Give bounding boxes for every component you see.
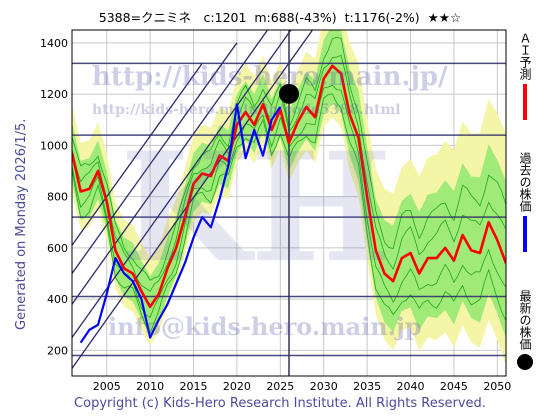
legend-label-past-price: 過去の株価 xyxy=(518,152,532,212)
legend-label-prediction: ＡＩ予測 xyxy=(518,32,532,80)
copyright-text: Copyright (c) Kids-Hero Research Institu… xyxy=(74,396,486,411)
y-tick-label: 200 xyxy=(47,344,68,357)
legend-item-past-price: 過去の株価 xyxy=(512,152,538,252)
watermark-url-main: http://kids-hero.main.jp/ xyxy=(92,62,448,92)
y-tick-label: 1200 xyxy=(40,88,68,101)
x-tick-label: 2035 xyxy=(353,380,381,393)
x-tick-label: 2045 xyxy=(440,380,468,393)
legend-item-prediction: ＡＩ予測 xyxy=(512,32,538,120)
plot-frame xyxy=(71,29,507,377)
legend-item-latest-price: 最新の株価 xyxy=(512,290,538,370)
x-tick-label: 2050 xyxy=(483,380,511,393)
y-tick-label: 1000 xyxy=(40,139,68,152)
x-tick-label: 2010 xyxy=(136,380,164,393)
legend-swatch-past-price xyxy=(523,216,527,252)
y-tick-label: 400 xyxy=(47,293,68,306)
prediction-line xyxy=(72,64,506,309)
y-tick-label: 800 xyxy=(47,191,68,204)
chart-title: 5388=クニミネ c:1201 m:688(-43%) t:1176(-2%)… xyxy=(98,10,462,25)
y-tick-label: 600 xyxy=(47,242,68,255)
channel-line xyxy=(72,62,203,246)
x-tick-label: 2030 xyxy=(310,380,338,393)
legend-swatch-prediction xyxy=(523,84,527,120)
channel-line xyxy=(72,30,314,369)
channel-line xyxy=(72,42,238,274)
channel-line xyxy=(72,30,292,338)
past-price-line xyxy=(79,103,282,344)
generated-date-label: Generated on Monday 2026/1/5. xyxy=(14,118,29,330)
x-tick-label: 2040 xyxy=(397,380,425,393)
x-tick-label: 2025 xyxy=(266,380,294,393)
legend-label-latest-price: 最新の株価 xyxy=(518,290,532,350)
legend-swatch-latest-price xyxy=(517,354,533,370)
watermark-logo: KH xyxy=(120,120,393,296)
forecast-band-inner xyxy=(72,30,506,339)
x-tick-label: 2015 xyxy=(180,380,208,393)
plot-area xyxy=(72,30,506,376)
x-tick-label: 2005 xyxy=(93,380,121,393)
channel-line xyxy=(72,30,269,305)
watermark-url-code: http://kids-hero.main.jp/code5388.html xyxy=(92,102,401,118)
y-tick-label: 1400 xyxy=(40,37,68,50)
watermark-email: info@kids-hero.main.jp xyxy=(108,312,422,341)
latest-price-marker xyxy=(279,83,299,104)
x-tick-label: 2020 xyxy=(223,380,251,393)
